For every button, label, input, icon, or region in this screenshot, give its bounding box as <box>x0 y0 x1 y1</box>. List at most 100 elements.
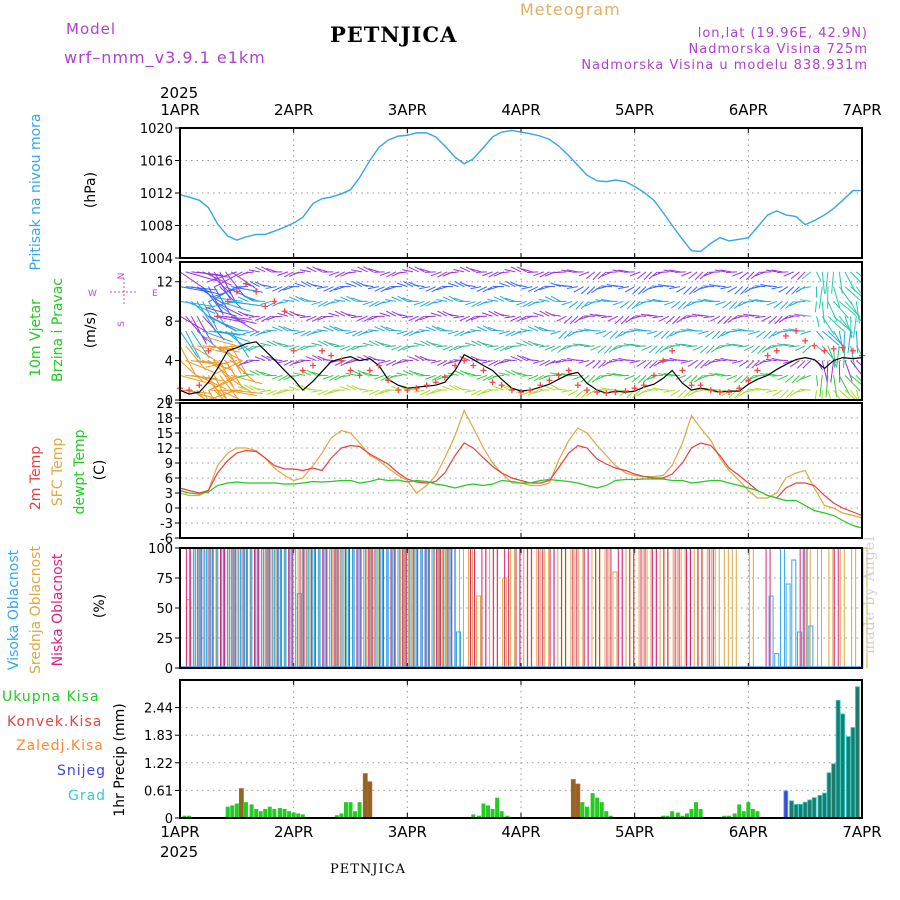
wind-barb <box>638 375 647 384</box>
wind-barb <box>836 345 840 368</box>
wind-gust-marker <box>736 385 743 392</box>
wind-barb <box>322 374 334 380</box>
wind-barb <box>402 315 414 319</box>
wind-barb <box>694 360 704 369</box>
wind-barb <box>665 315 675 324</box>
precip-grad-bar <box>793 804 799 819</box>
wind-barb <box>521 329 533 332</box>
y-tick-label: 0 <box>165 662 173 677</box>
wind-barb <box>795 345 806 352</box>
wind-barb <box>674 343 686 347</box>
wind-barb <box>733 301 743 309</box>
y-tick-label: 1016 <box>140 155 173 170</box>
wind-barb <box>340 345 351 351</box>
wind-barb <box>205 360 237 368</box>
precip-grad-bar <box>817 794 823 819</box>
wind-barb <box>213 301 243 317</box>
wind-barb <box>202 301 218 331</box>
wind-barb <box>379 360 391 364</box>
wind-barb <box>368 300 380 308</box>
wind-barb <box>726 374 738 381</box>
wind-barb <box>643 360 653 369</box>
wind-barb <box>278 286 289 293</box>
wind-barb <box>779 389 789 399</box>
wind-barb <box>180 330 199 358</box>
y-tick-label: 21 <box>156 397 173 412</box>
wind-barb <box>225 271 246 298</box>
precip-grad-bar <box>826 772 832 819</box>
x-tick-label-bottom: 7APR <box>842 823 881 841</box>
wind-barb <box>677 301 687 310</box>
wind-barb <box>814 301 818 313</box>
precip-total-bar <box>590 793 595 818</box>
wind-barb <box>765 358 777 362</box>
wind-barb <box>180 374 211 385</box>
high-cloud-bar <box>274 547 280 669</box>
x-tick-label-top: 1APR <box>160 101 199 119</box>
wind-barb <box>676 286 687 293</box>
wind-gust-marker <box>745 377 752 384</box>
wind-barb <box>231 300 263 307</box>
elevation-label: Nadmorska Visina 725m <box>688 42 868 57</box>
wind-barb <box>442 385 453 391</box>
wind-barb <box>283 360 294 366</box>
wind-barb <box>580 301 590 310</box>
wind-barb <box>687 360 698 367</box>
wind-barb <box>838 375 851 396</box>
wind-barb <box>205 307 237 317</box>
wind-barb <box>278 374 289 382</box>
wind-barb <box>760 388 772 391</box>
wind-barb <box>612 372 624 376</box>
precip-total-bar <box>287 811 292 818</box>
wind-barb <box>505 330 516 337</box>
wind-barb <box>515 284 527 288</box>
wind-barb <box>785 374 795 383</box>
wind-barb <box>493 345 505 351</box>
wind-barb <box>329 374 340 382</box>
precip-total-bar <box>755 811 760 818</box>
wind-barb <box>821 315 835 335</box>
wind-barb <box>790 360 800 368</box>
wind-barb <box>322 358 334 362</box>
y-tick-label: 25 <box>156 632 173 647</box>
wind-gust-marker <box>707 387 714 394</box>
wind-barb <box>600 285 612 288</box>
wind-barb <box>533 389 544 394</box>
wind-barb <box>396 330 408 335</box>
wind-barb <box>590 345 601 351</box>
wind-barb <box>555 373 567 376</box>
wind-barb <box>655 345 664 355</box>
wind-barb <box>765 269 777 273</box>
wind-barb <box>476 326 488 332</box>
wind-barb <box>185 360 216 374</box>
pressure-title: Pritisak na nivou mora <box>28 113 44 270</box>
wind-barb <box>230 345 247 375</box>
wind-gust-marker <box>688 382 695 389</box>
wind-barb <box>566 286 578 289</box>
wind-barb <box>665 330 675 339</box>
year-label-top: 2025 <box>160 84 198 102</box>
wind-barb <box>777 271 789 274</box>
wind-barb <box>842 330 846 353</box>
wind-barb <box>311 300 323 306</box>
wind-barb <box>689 375 698 384</box>
wind-barb <box>277 300 289 305</box>
wind-barb <box>306 315 317 322</box>
wind-barb <box>430 312 442 317</box>
wind-barb <box>715 345 726 350</box>
wind-barb <box>191 374 223 382</box>
wind-barb <box>230 330 250 358</box>
wind-barb <box>800 330 812 335</box>
precip-total-bar <box>698 808 703 818</box>
wind-barb <box>789 389 800 397</box>
wind-barb <box>316 286 328 290</box>
wind-barb <box>498 360 510 364</box>
wind-barb <box>357 369 368 376</box>
model-label: Model <box>66 20 117 38</box>
wind-barb <box>694 271 704 281</box>
wind-barb <box>214 271 243 288</box>
wind-gust-marker <box>612 389 619 396</box>
wind-gust-marker <box>214 313 221 320</box>
wind-barb <box>249 330 260 337</box>
wind-barb <box>589 300 601 304</box>
